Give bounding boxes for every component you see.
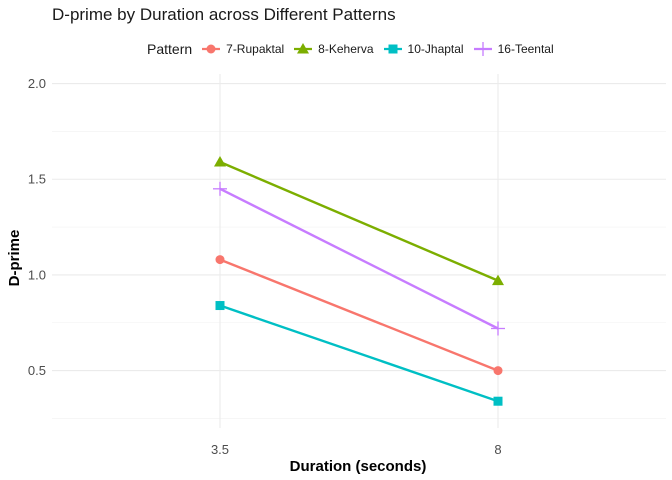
y-tick-label-1: 1.0: [28, 267, 46, 282]
legend-item-3: 16-Teental: [472, 41, 554, 57]
legend-key-2: [383, 44, 402, 54]
legend-marker-0: [206, 44, 216, 54]
legend-marker-1: [297, 43, 310, 54]
legend-item-1: 8-Keherva: [292, 41, 374, 57]
series-1: [214, 156, 504, 286]
data-point-1-0: [214, 156, 226, 167]
data-point-3-0: [213, 181, 227, 196]
series-2: [215, 301, 503, 406]
legend-marker-3: [475, 42, 490, 56]
series-3: [213, 181, 505, 336]
series-0: [215, 255, 503, 376]
legend-label-3: 16-Teental: [497, 42, 554, 56]
legend-label-1: 8-Keherva: [318, 42, 374, 56]
chart-title: D-prime by Duration across Different Pat…: [52, 5, 396, 24]
legend-label-0: 7-Rupaktal: [226, 42, 285, 56]
grid-lines: [52, 74, 666, 428]
y-axis-title: D-prime: [6, 230, 23, 287]
legend-marker-2: [388, 44, 398, 54]
x-tick-label-1: 8: [494, 442, 501, 457]
legend-label-2: 10-Jhaptal: [407, 42, 464, 56]
data-point-3-1: [491, 321, 505, 336]
y-tick-label-2: 1.5: [28, 172, 46, 187]
data-point-0-0: [215, 255, 225, 265]
series-line-0: [219, 258, 499, 372]
legend-key-0: [202, 44, 221, 54]
data-point-1-1: [492, 274, 504, 286]
y-tick-label-3: 2.0: [28, 76, 46, 91]
legend: Pattern 7-Rupaktal 8-Keherva 10-Jhaptal …: [147, 41, 562, 57]
legend-title: Pattern: [147, 41, 193, 57]
series-line-2: [219, 304, 499, 403]
data-point-2-1: [493, 396, 503, 406]
data-point-2-0: [215, 301, 225, 311]
series-line-1: [219, 160, 499, 282]
legend-key-1: [294, 43, 313, 54]
tick-labels: 0.5 1.0 1.5 2.0 3.5 8: [28, 76, 502, 457]
legend-item-0: 7-Rupaktal: [200, 41, 284, 57]
legend-item-2: 10-Jhaptal: [382, 41, 464, 57]
x-tick-label-0: 3.5: [211, 442, 229, 457]
series-line-3: [219, 187, 499, 330]
data-point-0-1: [493, 366, 503, 376]
x-axis-title: Duration (seconds): [290, 458, 427, 475]
series-layer: [213, 156, 505, 406]
legend-key-3: [473, 42, 492, 56]
y-tick-label-0: 0.5: [28, 363, 46, 378]
